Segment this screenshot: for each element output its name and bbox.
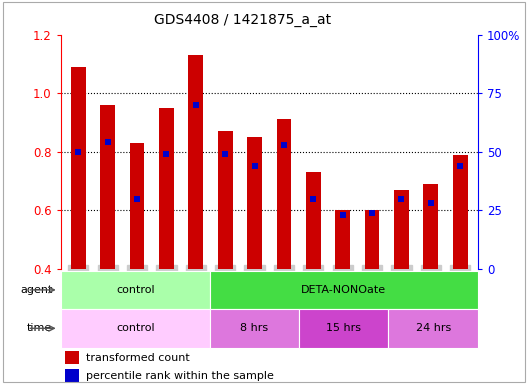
- Point: [221, 151, 230, 157]
- Point: [133, 195, 142, 202]
- Bar: [306, 172, 320, 269]
- Bar: [389, 309, 478, 348]
- Point: [280, 142, 288, 148]
- Bar: [394, 190, 409, 269]
- Text: agent: agent: [20, 285, 52, 295]
- Point: [368, 210, 376, 216]
- Bar: [210, 309, 299, 348]
- Point: [192, 102, 200, 108]
- Point: [397, 195, 406, 202]
- Bar: [159, 108, 174, 269]
- Bar: [65, 351, 80, 364]
- Text: DETA-NONOate: DETA-NONOate: [301, 285, 386, 295]
- Point: [74, 149, 82, 155]
- Bar: [130, 143, 145, 269]
- Text: time: time: [27, 323, 52, 333]
- Point: [250, 163, 259, 169]
- Bar: [210, 271, 478, 309]
- Bar: [277, 119, 291, 269]
- Point: [103, 139, 112, 146]
- Bar: [100, 105, 115, 269]
- Bar: [335, 210, 350, 269]
- Bar: [188, 55, 203, 269]
- Point: [162, 151, 171, 157]
- Point: [456, 163, 465, 169]
- Text: 8 hrs: 8 hrs: [240, 323, 268, 333]
- Bar: [71, 67, 86, 269]
- Bar: [218, 131, 232, 269]
- Point: [427, 200, 435, 206]
- Bar: [61, 309, 210, 348]
- Bar: [65, 369, 80, 382]
- Text: 24 hrs: 24 hrs: [416, 323, 451, 333]
- Point: [338, 212, 347, 218]
- Text: control: control: [116, 323, 155, 333]
- Text: 15 hrs: 15 hrs: [326, 323, 361, 333]
- Bar: [423, 184, 438, 269]
- Bar: [61, 271, 210, 309]
- Text: transformed count: transformed count: [86, 353, 190, 363]
- Bar: [247, 137, 262, 269]
- Point: [309, 195, 317, 202]
- Text: percentile rank within the sample: percentile rank within the sample: [86, 371, 274, 381]
- Bar: [299, 309, 389, 348]
- Bar: [453, 155, 468, 269]
- Bar: [365, 210, 380, 269]
- Text: GDS4408 / 1421875_a_at: GDS4408 / 1421875_a_at: [154, 13, 332, 27]
- Text: control: control: [116, 285, 155, 295]
